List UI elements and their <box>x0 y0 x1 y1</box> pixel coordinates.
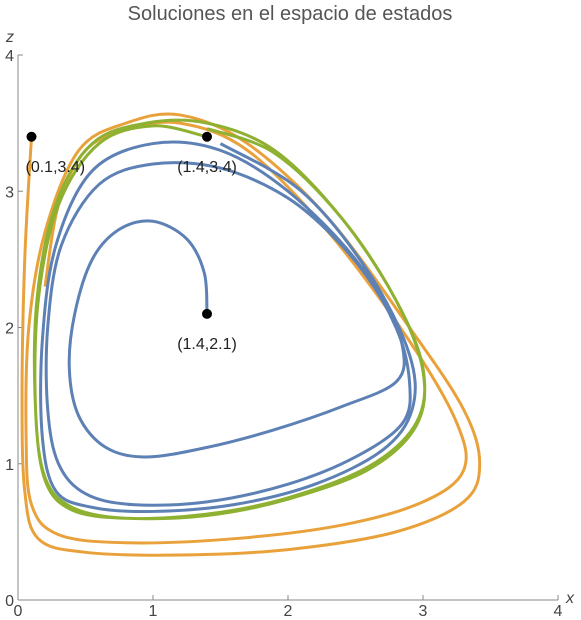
x-tick-label: 1 <box>149 603 158 620</box>
initial-point <box>202 308 212 319</box>
x-tick-label: 4 <box>554 603 563 620</box>
point-label: (1.4,2.1) <box>177 336 237 353</box>
y-axis-label: z <box>5 29 14 46</box>
initial-point <box>26 131 37 142</box>
y-tick-label: 0 <box>5 593 14 610</box>
trajectory <box>32 118 427 521</box>
initial-point <box>202 131 212 142</box>
x-axis-label: x <box>565 590 575 607</box>
point-label: (0.1,3.4) <box>26 159 86 176</box>
trajectory <box>39 140 417 514</box>
point-label: (1.4,3.4) <box>177 159 237 176</box>
trajectory <box>20 112 482 557</box>
x-tick-label: 0 <box>14 603 23 620</box>
y-tick-label: 3 <box>5 184 14 201</box>
y-tick-label: 1 <box>5 457 14 474</box>
chart-title: Soluciones en el espacio de estados <box>128 3 453 25</box>
y-tick-label: 4 <box>5 48 14 65</box>
x-tick-label: 3 <box>419 603 428 620</box>
y-tick-label: 2 <box>5 321 14 338</box>
x-tick-label: 2 <box>284 603 293 620</box>
